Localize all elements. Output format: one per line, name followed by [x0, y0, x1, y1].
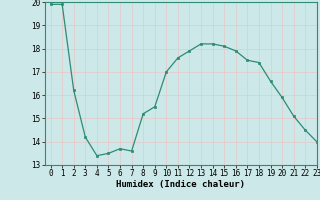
X-axis label: Humidex (Indice chaleur): Humidex (Indice chaleur)	[116, 180, 245, 189]
